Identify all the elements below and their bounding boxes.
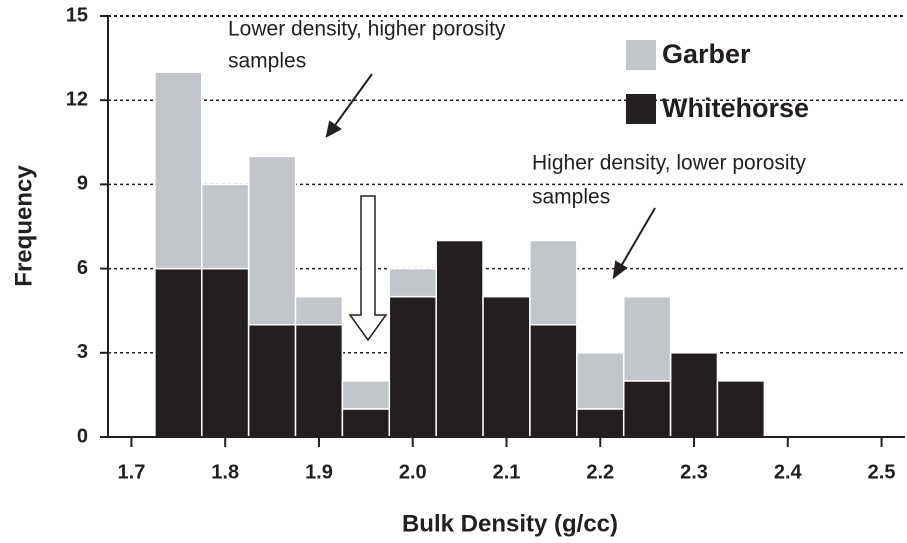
bar (576, 352, 625, 410)
x-tick-label: 2.3 (680, 461, 708, 483)
x-tick-label: 2.5 (868, 461, 896, 483)
bar (622, 380, 672, 438)
x-tick-label: 1.7 (118, 461, 146, 483)
legend-label: Garber (662, 39, 751, 69)
legend-label: Whitehorse (662, 93, 809, 123)
x-tick-label: 1.9 (305, 461, 333, 483)
bar (529, 323, 578, 438)
x-tick-label: 2.1 (493, 461, 521, 483)
bar (388, 295, 437, 438)
bar (294, 323, 344, 438)
arrow (619, 207, 656, 269)
x-tick-label: 2.0 (399, 461, 427, 483)
axes: 0 3 6 9 12 15 1.7 1.8 1.9 2.0 2.1 2.2 2.3 2.4 2.5 (66, 4, 905, 483)
legend: Garber Whitehorse (626, 39, 809, 124)
y-tick-label: 6 (77, 257, 88, 279)
bar (154, 267, 203, 438)
bar (669, 352, 719, 438)
arrows (325, 73, 656, 342)
y-axis-label: Frequency (10, 165, 37, 287)
annotation: samples (228, 50, 306, 73)
bar (716, 380, 766, 438)
bar (435, 239, 484, 438)
y-tick-label: 15 (66, 4, 88, 26)
y-tick-label: 3 (77, 341, 88, 363)
arrow-head (612, 260, 628, 280)
bar (622, 295, 672, 382)
annotation: samples (532, 186, 610, 209)
bar (154, 71, 203, 270)
bar (388, 267, 437, 298)
bar (294, 295, 344, 326)
x-axis-label: Bulk Density (g/cc) (402, 510, 618, 537)
y-tick-label: 12 (66, 88, 88, 110)
annotation: Lower density, higher porosity (228, 18, 506, 41)
legend-swatch (626, 40, 656, 70)
bar (341, 408, 391, 438)
bar (529, 239, 578, 326)
arrow-head (325, 120, 342, 138)
bar (201, 183, 250, 270)
bar (482, 295, 531, 438)
bar (341, 380, 391, 410)
legend-swatch (626, 94, 656, 124)
bars (154, 71, 766, 438)
y-tick-label: 0 (77, 425, 88, 447)
bar (247, 323, 297, 438)
bar (201, 267, 250, 438)
x-tick-label: 2.4 (774, 461, 803, 483)
hollow-arrow (348, 195, 388, 342)
x-tick-label: 2.2 (586, 461, 614, 483)
annotation: Higher density, lower porosity (532, 152, 806, 175)
arrow (332, 73, 373, 129)
y-tick-label: 9 (77, 173, 88, 195)
bar (576, 408, 625, 438)
bar (247, 155, 297, 326)
x-tick-label: 1.8 (211, 461, 239, 483)
